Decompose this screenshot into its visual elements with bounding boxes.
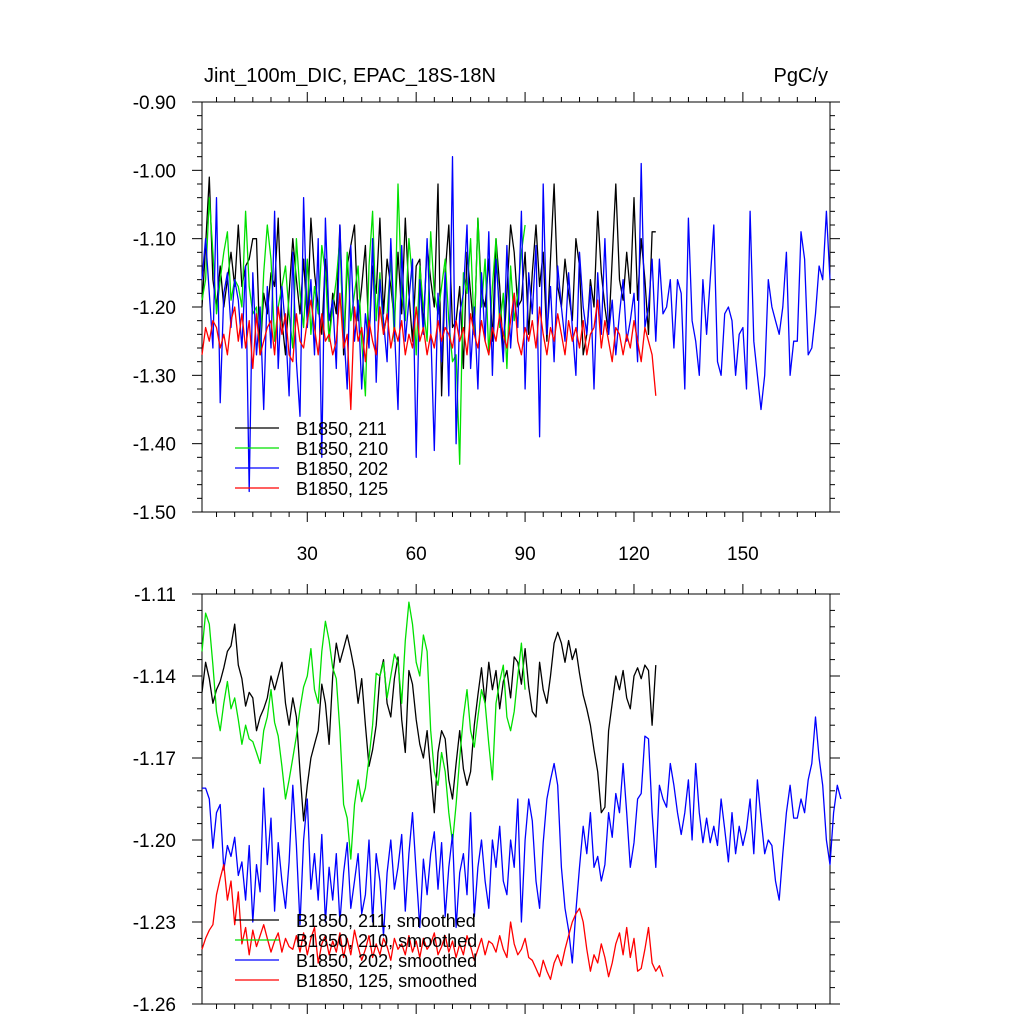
chart-panel-2: -1.11 -1.14 -1.17 -1.20 -1.23 -1.26 B1850, 211… xyxy=(133,584,842,1016)
y-tick-label: -1.11 xyxy=(134,585,176,606)
y-tick-label: -0.90 xyxy=(133,93,176,114)
legend-label: B1850, 125 xyxy=(296,479,388,499)
legend-label: B1850, 202, smoothed xyxy=(296,951,477,971)
y-tick-label: -1.20 xyxy=(133,831,176,852)
legend-label: B1850, 210 xyxy=(296,439,388,459)
series-line-2 xyxy=(201,601,526,860)
plot-frame xyxy=(201,593,831,1005)
y-tick-label: -1.50 xyxy=(133,503,176,524)
series-line-2 xyxy=(201,183,526,465)
x-tick-label: 90 xyxy=(515,544,536,565)
legend-label: B1850, 210, smoothed xyxy=(296,931,477,951)
x-tick-label: 30 xyxy=(297,544,318,565)
y-tick-label: -1.20 xyxy=(133,298,176,319)
y-tick-label: -1.26 xyxy=(133,995,176,1016)
y-tick-label: -1.00 xyxy=(133,161,176,182)
legend-label: B1850, 202 xyxy=(296,459,388,479)
y-tick-label: -1.17 xyxy=(133,749,176,770)
legend-label: B1850, 211 xyxy=(296,419,387,439)
chart-units: PgC/y xyxy=(774,65,828,87)
x-tick-label: 60 xyxy=(406,544,427,565)
chart-title: Jint_100m_DIC, EPAC_18S-18N xyxy=(204,65,496,87)
series-line-1 xyxy=(201,176,656,397)
legend-label: B1850, 211, smoothed xyxy=(296,911,476,931)
y-tick-label: -1.30 xyxy=(133,366,176,387)
series-line-4 xyxy=(201,863,664,981)
y-tick-label: -1.10 xyxy=(133,230,176,251)
y-tick-label: -1.14 xyxy=(133,667,177,688)
series-line-3 xyxy=(202,716,842,964)
series-line-1 xyxy=(201,623,657,822)
series-line-4 xyxy=(201,292,657,411)
chart-panel-1: 30 60 90 120 150 -0.90 -1.00 -1.10 -1.20 -1.30 -1.… xyxy=(133,65,840,565)
x-tick-label: 150 xyxy=(727,544,759,565)
legend-label: B1850, 125, smoothed xyxy=(296,971,477,991)
y-tick-label: -1.23 xyxy=(133,913,176,934)
y-tick-label: -1.40 xyxy=(133,435,176,456)
x-tick-label: 120 xyxy=(618,544,650,565)
